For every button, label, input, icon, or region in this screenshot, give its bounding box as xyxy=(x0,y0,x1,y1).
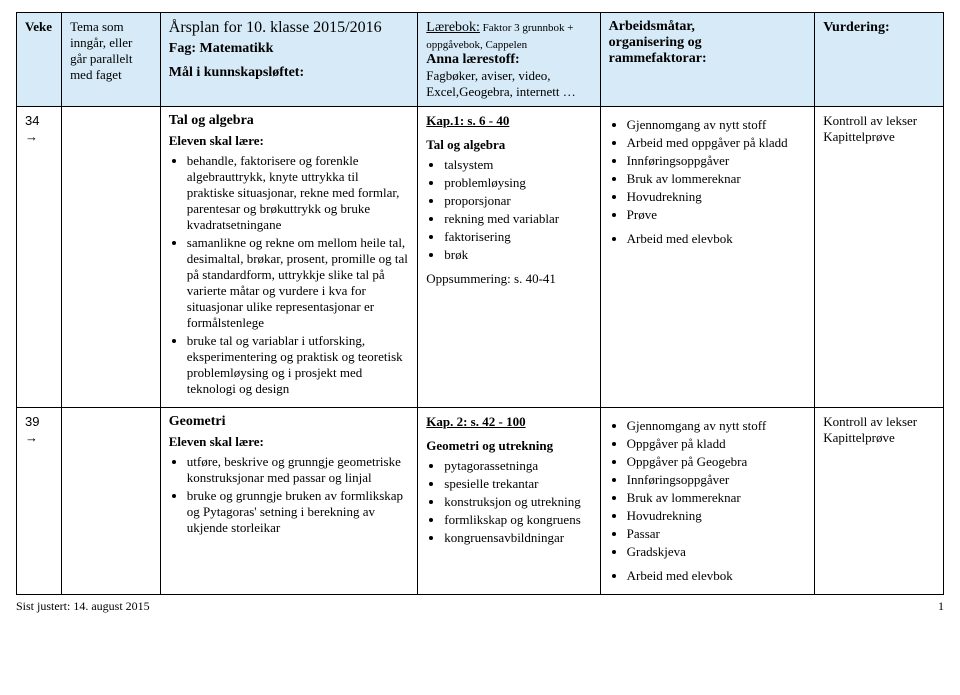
r39-goal-list: utføre, beskrive og grunngje geometriske… xyxy=(187,454,410,536)
list-item: Bruk av lommereknar xyxy=(627,490,807,506)
veke-cell: 39 → xyxy=(17,408,62,595)
list-item: Prøve xyxy=(627,207,807,223)
arb-cell: Gjennomgang av nytt stoff Arbeid med opp… xyxy=(600,107,815,408)
hdr-veke: Veke xyxy=(17,13,62,107)
year-plan-table: Veke Tema som inngår, eller går parallel… xyxy=(16,12,944,595)
hdr-veke-text: Veke xyxy=(25,19,52,34)
hdr-tema-l4: med faget xyxy=(70,67,152,83)
hdr-vur: Vurdering: xyxy=(815,13,944,107)
goals-cell: Tal og algebra Eleven skal lære: behandl… xyxy=(160,107,418,408)
table-row: 39 → Geometri Eleven skal lære: utføre, … xyxy=(17,408,944,595)
r34-arb-list: Gjennomgang av nytt stoff Arbeid med opp… xyxy=(627,117,807,223)
list-item: utføre, beskrive og grunngje geometriske… xyxy=(187,454,410,486)
r34-vur-2: Kapittelprøve xyxy=(823,129,935,145)
r34-vur-0: Kontroll av lekser xyxy=(823,113,935,129)
page-footer: Sist justert: 14. august 2015 1 xyxy=(16,599,944,614)
list-item: Passar xyxy=(627,526,807,542)
tema-cell xyxy=(62,408,161,595)
list-item: brøk xyxy=(444,247,591,263)
list-item: faktorisering xyxy=(444,229,591,245)
r39-book-title: Kap. 2: s. 42 - 100 xyxy=(426,414,591,430)
list-item: Arbeid med elevbok xyxy=(627,568,807,584)
r34-arb-list2: Arbeid med elevbok xyxy=(627,231,807,247)
vur-cell: Kontroll av lekser Kapittelprøve xyxy=(815,107,944,408)
table-header-row: Veke Tema som inngår, eller går parallel… xyxy=(17,13,944,107)
r34-book-sub: Tal og algebra xyxy=(426,137,591,153)
list-item: Oppgåver på kladd xyxy=(627,436,807,452)
list-item: Gjennomgang av nytt stoff xyxy=(627,418,807,434)
footer-page: 1 xyxy=(938,599,944,614)
hdr-tema: Tema som inngår, eller går parallelt med… xyxy=(62,13,161,107)
list-item: bruke tal og variablar i utforsking, eks… xyxy=(187,333,410,397)
hdr-yearplan: Årsplan for 10. klasse 2015/2016 xyxy=(169,19,410,37)
list-item: Oppgåver på Geogebra xyxy=(627,454,807,470)
veke-39: 39 → xyxy=(25,414,39,445)
list-item: talsystem xyxy=(444,157,591,173)
hdr-arb-l2: organisering og xyxy=(609,35,807,51)
book-cell: Kap.1: s. 6 - 40 Tal og algebra talsyste… xyxy=(418,107,600,408)
hdr-subject: Fag: Matematikk xyxy=(169,41,410,57)
hdr-arb-l3: rammefaktorar: xyxy=(609,51,807,67)
hdr-tema-l2: inngår, eller xyxy=(70,35,152,51)
hdr-goals-title: Mål i kunnskapsløftet: xyxy=(169,65,410,81)
list-item: Gjennomgang av nytt stoff xyxy=(627,117,807,133)
hdr-arb-l1: Arbeidsmåtar, xyxy=(609,19,807,35)
hdr-other-title: Anna lærestoff: xyxy=(426,52,591,68)
r39-vur-2: Kapittelprøve xyxy=(823,430,935,446)
list-item: Arbeid med oppgåver på kladd xyxy=(627,135,807,151)
list-item: formlikskap og kongruens xyxy=(444,512,591,528)
hdr-tema-l1: Tema som xyxy=(70,19,152,35)
list-item: rekning med variablar xyxy=(444,211,591,227)
footer-date: Sist justert: 14. august 2015 xyxy=(16,599,150,614)
hdr-arb: Arbeidsmåtar, organisering og rammefakto… xyxy=(600,13,815,107)
r39-vur-0: Kontroll av lekser xyxy=(823,414,935,430)
hdr-book-line1: Lærebok: Faktor 3 grunnbok + oppgåvebok,… xyxy=(426,19,591,52)
r39-arb-list: Gjennomgang av nytt stoff Oppgåver på kl… xyxy=(627,418,807,560)
r39-arb-list2: Arbeid med elevbok xyxy=(627,568,807,584)
table-row: 34 → Tal og algebra Eleven skal lære: be… xyxy=(17,107,944,408)
vur-cell: Kontroll av lekser Kapittelprøve xyxy=(815,408,944,595)
list-item: konstruksjon og utrekning xyxy=(444,494,591,510)
list-item: Hovudrekning xyxy=(627,189,807,205)
book-cell: Kap. 2: s. 42 - 100 Geometri og utreknin… xyxy=(418,408,600,595)
list-item: Arbeid med elevbok xyxy=(627,231,807,247)
list-item: Innføringsoppgåver xyxy=(627,472,807,488)
r39-book-list: pytagorassetninga spesielle trekantar ko… xyxy=(444,458,591,546)
veke-cell: 34 → xyxy=(17,107,62,408)
r39-book-sub: Geometri og utrekning xyxy=(426,438,591,454)
r34-sub: Eleven skal lære: xyxy=(169,133,410,149)
list-item: Hovudrekning xyxy=(627,508,807,524)
list-item: behandle, faktorisere og forenkle algebr… xyxy=(187,153,410,233)
r34-book-list: talsystem problemløysing proporsjonar re… xyxy=(444,157,591,263)
list-item: samanlikne og rekne om mellom heile tal,… xyxy=(187,235,410,331)
veke-34: 34 → xyxy=(25,113,39,144)
list-item: spesielle trekantar xyxy=(444,476,591,492)
hdr-vur-text: Vurdering: xyxy=(823,20,889,35)
arb-cell: Gjennomgang av nytt stoff Oppgåver på kl… xyxy=(600,408,815,595)
list-item: pytagorassetninga xyxy=(444,458,591,474)
r34-opps: Oppsummering: s. 40-41 xyxy=(426,271,591,287)
hdr-mal: Årsplan for 10. klasse 2015/2016 Fag: Ma… xyxy=(160,13,418,107)
list-item: Gradskjeva xyxy=(627,544,807,560)
hdr-book-title: Lærebok: xyxy=(426,20,480,35)
tema-cell xyxy=(62,107,161,408)
list-item: Bruk av lommereknar xyxy=(627,171,807,187)
list-item: Innføringsoppgåver xyxy=(627,153,807,169)
goals-cell: Geometri Eleven skal lære: utføre, beskr… xyxy=(160,408,418,595)
hdr-other-text: Fagbøker, aviser, video, Excel,Geogebra,… xyxy=(426,68,591,100)
list-item: problemløysing xyxy=(444,175,591,191)
list-item: kongruensavbildningar xyxy=(444,530,591,546)
list-item: bruke og grunngje bruken av formlikskap … xyxy=(187,488,410,536)
list-item: proporsjonar xyxy=(444,193,591,209)
r39-sub: Eleven skal lære: xyxy=(169,434,410,450)
hdr-book: Lærebok: Faktor 3 grunnbok + oppgåvebok,… xyxy=(418,13,600,107)
r39-title: Geometri xyxy=(169,414,410,430)
r34-book-title: Kap.1: s. 6 - 40 xyxy=(426,113,591,129)
r34-title: Tal og algebra xyxy=(169,113,410,129)
r34-goal-list: behandle, faktorisere og forenkle algebr… xyxy=(187,153,410,397)
hdr-tema-l3: går parallelt xyxy=(70,51,152,67)
